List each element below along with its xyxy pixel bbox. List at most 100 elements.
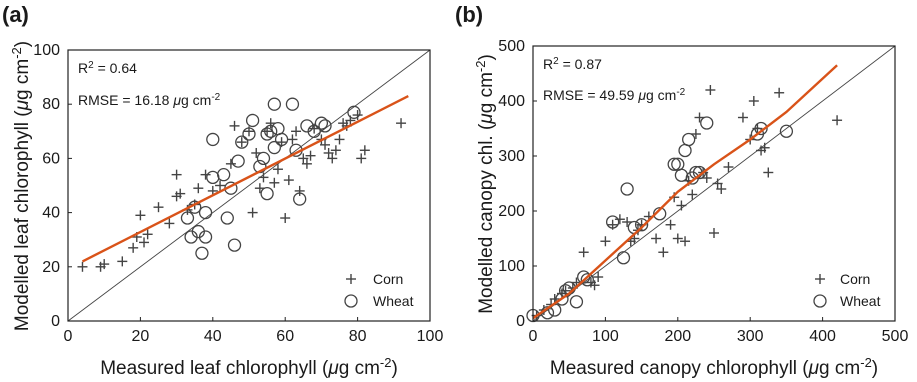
panel-a-corn-point (99, 259, 110, 270)
panel-a-r2-stat: R2 = 0.64 (78, 60, 137, 77)
panel-b-corn-point (593, 272, 604, 282)
panel-a-corn-point (287, 134, 298, 145)
panel-a-x-tick-label: 20 (132, 328, 150, 345)
panel-b-wheat-point (700, 116, 714, 130)
panel-a-x-tick-label: 40 (204, 328, 222, 345)
panel-b-wheat-point (569, 295, 584, 309)
panel-b-legend: Corn Wheat (813, 271, 881, 309)
panel-a-wheat-point (307, 124, 321, 138)
panel-b-legend-wheat-marker (813, 294, 827, 308)
panel-b-corn-point (763, 167, 774, 178)
panel-a-corn-point (352, 110, 363, 121)
panel-b-y-tick-label: 0 (516, 313, 525, 330)
panel-a-corn-point (225, 158, 236, 169)
panel-b-frame (532, 45, 896, 322)
panel-a-wheat-point (285, 97, 300, 111)
panel-b-x-tick-label: 100 (592, 328, 619, 345)
panel-a-wheat-point (206, 132, 220, 147)
panel-a-corn-point (135, 210, 146, 221)
panel-a-corn-point (236, 137, 247, 148)
panel-a-corn-point (320, 139, 331, 150)
panel-a-corn-point (171, 169, 182, 180)
panel-a-corn-point (272, 164, 283, 175)
panel-b-legend-corn-marker (815, 274, 825, 284)
panel-a-wheat-point (217, 168, 231, 182)
panel-a-y-tick-label: 20 (42, 259, 60, 276)
panel-a-wheat-point (180, 211, 195, 225)
panel-a-corn-point (142, 229, 153, 240)
panel-b-corn-point (748, 96, 759, 106)
panel-b-corn-point (759, 142, 770, 153)
panel-b-corn-point (578, 247, 589, 258)
panel-b-y-axis-label: Modelled canopy chl. (μg cm-2) (473, 54, 498, 314)
panel-a-frame (67, 49, 431, 322)
panel-b-corn-point (589, 280, 600, 291)
panel-a-wheat-point (235, 135, 249, 149)
panel-a-wheat-point (220, 211, 234, 225)
panel-a-rmse-stat: RMSE = 16.18 μg cm-2 (78, 92, 221, 109)
panel-a-wheat-point (314, 116, 329, 130)
panel-b-y-tick-label: 400 (498, 93, 525, 110)
panel-a-wheat-point (347, 105, 361, 119)
panel-a-wheat-point (267, 140, 281, 155)
panel-a-y-axis-label: Modelled leaf chlorophyll (μg cm-2) (9, 41, 34, 331)
panel-a-wheat-point (260, 186, 274, 201)
panel-a-legend-wheat-marker (344, 294, 358, 308)
panel-a-corn-point (164, 218, 175, 229)
panel-b-corn-point (676, 200, 687, 211)
panel-a-wheat-point (318, 119, 332, 133)
panel-a-corn-point (291, 126, 302, 137)
panel-a-x-tick-label: 0 (64, 328, 73, 345)
panel-a-corn-point (251, 147, 262, 158)
panel-a-y-tick-label: 60 (42, 150, 60, 167)
panel-b-corn-point (694, 112, 705, 123)
panel-b-x-axis-label: Measured canopy chlorophyll (μg cm-2) (550, 355, 878, 380)
panel-b-corn-point (832, 115, 843, 126)
panel-a-fit-line (81, 95, 409, 263)
panel-a-x-tick-label: 80 (349, 328, 367, 345)
panel-a-x-tick-label: 100 (417, 328, 444, 345)
panel-a-wheat-point (198, 230, 213, 244)
panel-b-wheat-point (605, 215, 620, 229)
panel-b-wheat-point (616, 251, 631, 265)
panel-a-wheat-point (245, 113, 260, 128)
panel-b-wheat-point (555, 292, 569, 306)
panel-a-wheat-point (271, 121, 285, 136)
panel-b-y-tick-label: 200 (498, 203, 525, 220)
panel-b-corn-point (622, 217, 633, 227)
panel-b-wheat-point (580, 273, 594, 287)
panel-a-wheat-point (260, 127, 274, 141)
panel-a-corn-point (258, 172, 269, 183)
panel-a-corn-point (117, 256, 128, 267)
panel-a-corn-point (356, 153, 367, 164)
panel-a-corn-point (128, 242, 139, 253)
panel-a-wheat-point (206, 170, 220, 185)
panel-a-corn-point (396, 118, 407, 129)
panel-b-x-tick-label: 400 (809, 328, 836, 345)
panel-b-corn-point (658, 247, 669, 258)
panel-a-corn-point (153, 202, 164, 213)
panel-b-wheat-point (577, 270, 591, 284)
panel-b-x-tick-label: 0 (529, 328, 538, 345)
panel-b-corn-point (672, 233, 683, 244)
panel-b-wheat-point (620, 182, 634, 196)
panel-a-corn-point (327, 153, 338, 164)
panel-b-corn-point (680, 236, 691, 247)
panel-a-corn-point (301, 158, 312, 169)
panel-b-fit-line (532, 64, 838, 320)
panel-b-rmse-stat: RMSE = 49.59 μg cm-2 (543, 87, 686, 104)
panel-b-corn-point (600, 236, 611, 247)
panel-b-corn-point (614, 214, 625, 225)
panel-b-wheat-point (634, 218, 649, 232)
panel-b-wheat-point (692, 165, 707, 180)
panel-a-tag: (a) (2, 2, 29, 27)
panel-a-corn-point (200, 169, 211, 180)
panel-b-wheat-point (678, 143, 692, 158)
panel-b-y-tick-label: 300 (498, 148, 525, 165)
panel-a-corn-point (294, 185, 305, 196)
panel-a-wheat-point (274, 132, 289, 147)
panel-a-y-tick-label: 100 (33, 42, 60, 59)
panel-a-legend-corn-marker (346, 274, 356, 284)
panel-a-corn-point (334, 134, 345, 145)
